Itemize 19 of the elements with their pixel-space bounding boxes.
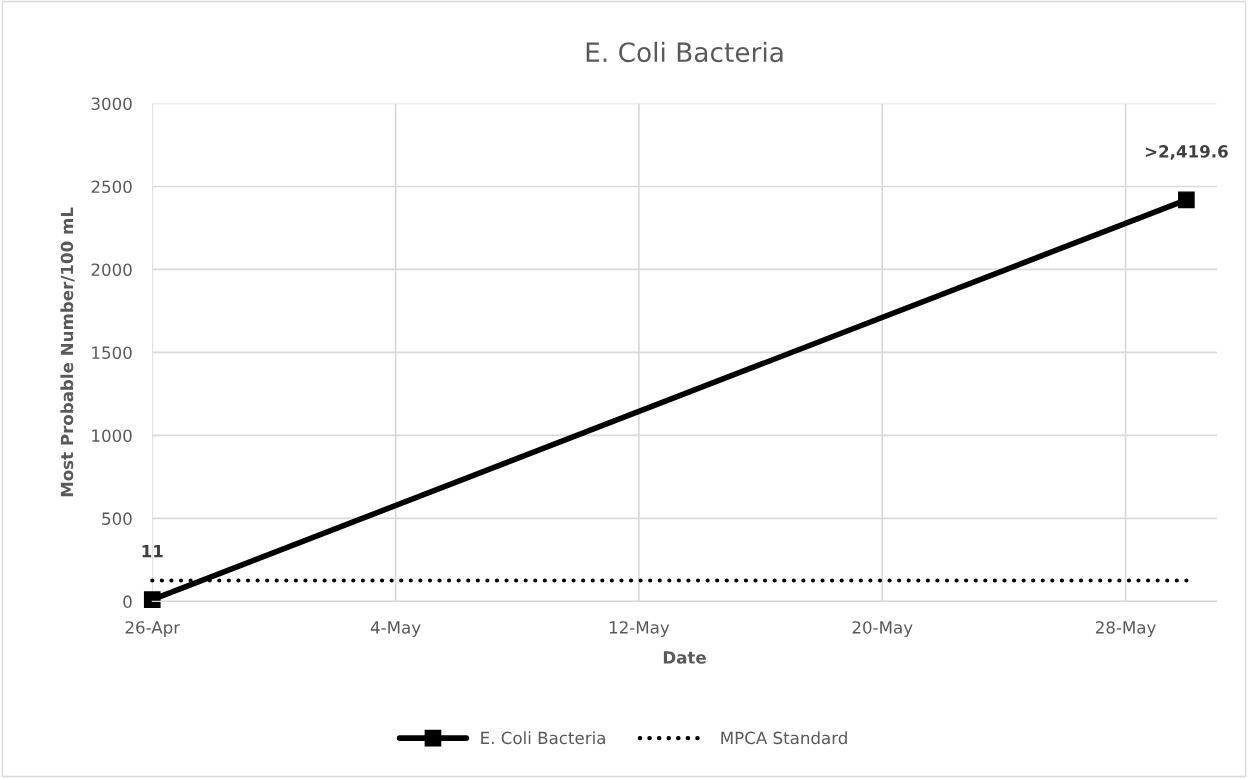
- legend-label: E. Coli Bacteria: [481, 731, 605, 745]
- y-tick-label: 2500: [91, 180, 132, 194]
- x-tick-label: 28-May: [1095, 621, 1156, 637]
- data-label: >2,419.6: [1145, 145, 1228, 160]
- y-tick-label: 1500: [92, 346, 132, 359]
- y-tick-label: 3000: [91, 97, 132, 111]
- y-tick-label: 500: [102, 512, 132, 525]
- x-tick-label: 12-May: [609, 621, 670, 637]
- x-tick-label: 20-May: [852, 621, 913, 637]
- y-tick-label: 0: [123, 595, 132, 608]
- y-tick-label: 2000: [91, 263, 132, 277]
- x-axis-title: Date: [663, 651, 706, 664]
- chart-title: E. Coli Bacteria: [586, 41, 783, 63]
- y-tick-label: 1000: [92, 429, 132, 442]
- legend-label: MPCA Standard: [721, 731, 847, 745]
- x-tick-label: 4-May: [370, 621, 421, 637]
- x-tick-label: 26-Apr: [125, 621, 181, 637]
- y-axis-title: Most Probable Number/100 mL: [60, 207, 75, 497]
- data-label: 11: [142, 545, 163, 558]
